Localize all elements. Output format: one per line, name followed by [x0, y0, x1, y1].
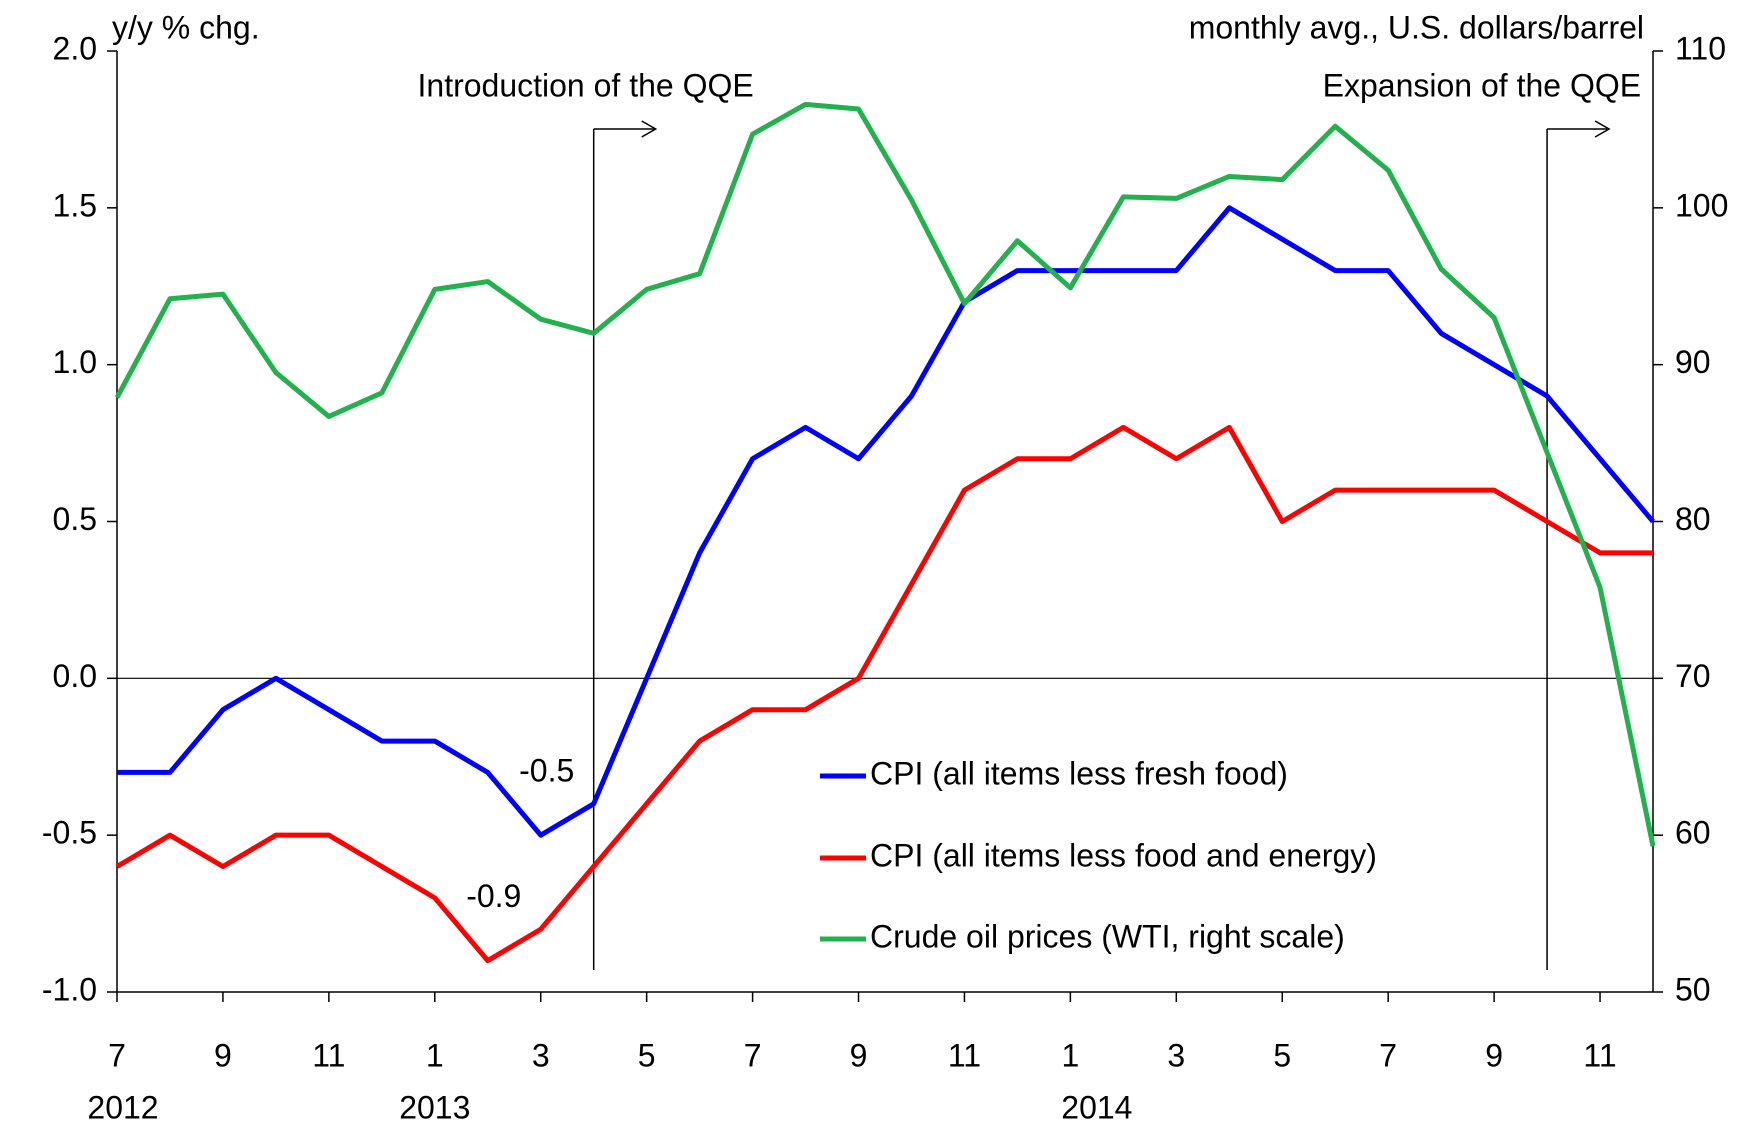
x-tick-label: 3 [532, 1037, 550, 1073]
y-tick-label: 0.0 [53, 658, 97, 694]
y2-tick-label: 60 [1675, 815, 1711, 851]
x-tick-label: 11 [1583, 1037, 1616, 1073]
series-line [114, 101, 1656, 847]
y2-tick-label: 80 [1675, 501, 1711, 537]
x-tick-label: 3 [1167, 1037, 1185, 1073]
x-tick-label: 7 [108, 1037, 126, 1073]
legend-label: CPI (all items less fresh food) [870, 755, 1288, 791]
legend-label: CPI (all items less food and energy) [870, 837, 1377, 873]
x-tick-label: 5 [1273, 1037, 1291, 1073]
x-tick-label: 9 [214, 1037, 232, 1073]
series-line [117, 205, 1655, 838]
x-tick-label: 11 [312, 1037, 345, 1073]
year-label: 2013 [399, 1089, 470, 1125]
x-tick-label: 7 [744, 1037, 762, 1073]
y2-tick-label: 100 [1675, 187, 1728, 223]
x-tick-label: 11 [948, 1037, 981, 1073]
series-line [115, 424, 1653, 964]
x-tick-label: 1 [426, 1037, 444, 1073]
data-label: -0.5 [519, 753, 574, 789]
y-tick-label: 0.5 [53, 501, 97, 537]
legend-label: Crude oil prices (WTI, right scale) [870, 918, 1345, 954]
year-label: 2012 [87, 1089, 158, 1125]
y-tick-label: -1.0 [42, 971, 97, 1007]
y-tick-label: 1.0 [53, 344, 97, 380]
data-label: -0.9 [466, 878, 521, 914]
y-tick-label: 1.5 [53, 187, 97, 223]
y2-tick-label: 50 [1675, 971, 1711, 1007]
annotation-arrowhead [641, 120, 658, 138]
y-tick-label: -0.5 [42, 815, 97, 851]
y2-axis-label: monthly avg., U.S. dollars/barrel [1189, 9, 1644, 45]
y-axis-label: y/y % chg. [112, 9, 260, 45]
year-label: 2014 [1061, 1089, 1132, 1125]
annotation-arrowhead [1594, 120, 1611, 138]
x-tick-label: 9 [1485, 1037, 1503, 1073]
y2-tick-label: 70 [1675, 658, 1711, 694]
x-tick-label: 9 [850, 1037, 868, 1073]
x-tick-label: 1 [1061, 1037, 1079, 1073]
annotation-text: Introduction of the QQE [418, 67, 754, 103]
x-tick-label: 5 [638, 1037, 656, 1073]
y-tick-label: 2.0 [53, 30, 97, 66]
y2-tick-label: 90 [1675, 344, 1711, 380]
y2-tick-label: 110 [1675, 30, 1726, 66]
annotation-text: Expansion of the QQE [1323, 67, 1641, 103]
x-tick-label: 7 [1379, 1037, 1397, 1073]
